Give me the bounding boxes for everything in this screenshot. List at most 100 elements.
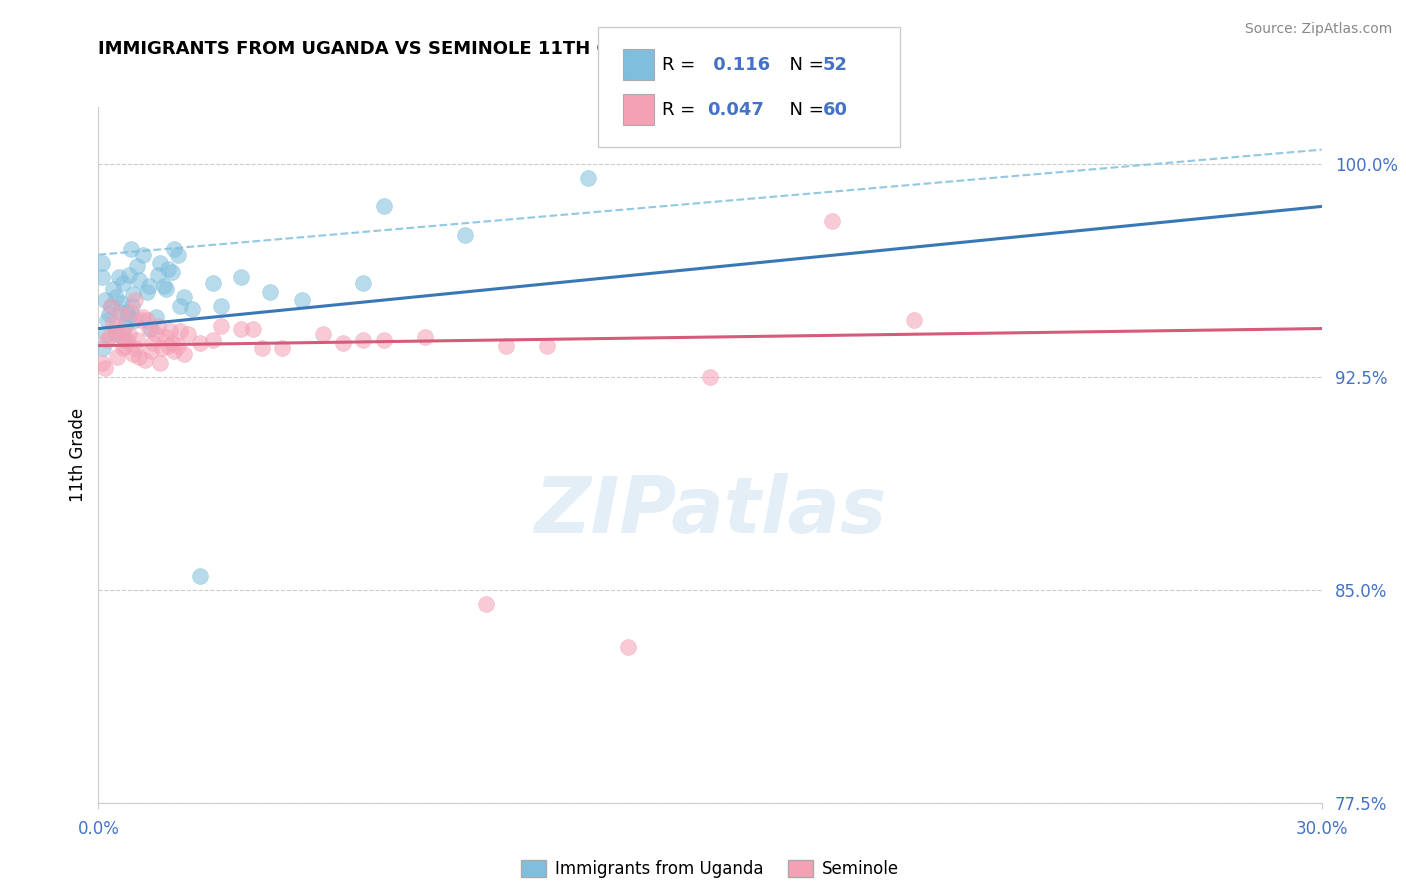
- Point: [149, 356, 172, 370]
- Point: [142, 335, 165, 350]
- Point: [699, 369, 721, 384]
- Point: [160, 265, 183, 279]
- Point: [188, 568, 212, 582]
- Point: [163, 344, 186, 359]
- Text: 30.0%: 30.0%: [1295, 820, 1348, 838]
- Point: [124, 293, 146, 307]
- Point: [97, 330, 120, 344]
- Point: [115, 304, 138, 318]
- Point: [100, 299, 122, 313]
- Point: [136, 285, 159, 299]
- Point: [821, 213, 844, 227]
- Point: [121, 299, 143, 313]
- Point: [373, 199, 395, 213]
- Text: 0.116: 0.116: [707, 56, 770, 74]
- Point: [495, 338, 517, 352]
- Point: [242, 321, 264, 335]
- Point: [160, 335, 183, 350]
- Point: [101, 282, 124, 296]
- Point: [100, 299, 122, 313]
- Point: [120, 304, 142, 318]
- Point: [150, 342, 173, 356]
- Point: [167, 248, 190, 262]
- Y-axis label: 11th Grade: 11th Grade: [69, 408, 87, 502]
- Point: [132, 248, 155, 262]
- Point: [576, 171, 599, 186]
- Point: [127, 333, 149, 347]
- Point: [159, 325, 181, 339]
- Point: [156, 261, 179, 276]
- Text: 52: 52: [823, 56, 848, 74]
- Point: [94, 327, 117, 342]
- Point: [270, 342, 294, 356]
- Point: [163, 242, 186, 256]
- Point: [188, 335, 212, 350]
- Point: [536, 338, 558, 352]
- Point: [474, 597, 498, 611]
- Point: [134, 352, 156, 367]
- Point: [617, 640, 640, 654]
- Point: [259, 285, 281, 299]
- Point: [111, 276, 134, 290]
- Point: [136, 313, 159, 327]
- Point: [111, 342, 134, 356]
- Point: [91, 342, 114, 356]
- Text: N =: N =: [778, 101, 830, 119]
- Point: [105, 350, 128, 364]
- Point: [312, 327, 335, 342]
- Point: [108, 270, 131, 285]
- Point: [250, 342, 273, 356]
- Point: [132, 310, 155, 325]
- Point: [104, 327, 127, 342]
- Point: [167, 338, 190, 352]
- Point: [124, 342, 146, 356]
- Text: 60: 60: [823, 101, 848, 119]
- Point: [97, 307, 120, 321]
- Point: [146, 268, 169, 282]
- Point: [111, 325, 134, 339]
- Point: [93, 293, 115, 307]
- Point: [90, 270, 112, 285]
- Point: [291, 293, 314, 307]
- Point: [115, 333, 138, 347]
- Point: [127, 259, 149, 273]
- Point: [138, 321, 160, 335]
- Point: [114, 338, 136, 352]
- Text: Source: ZipAtlas.com: Source: ZipAtlas.com: [1244, 22, 1392, 37]
- Point: [145, 327, 167, 342]
- Text: R =: R =: [662, 101, 702, 119]
- Point: [169, 325, 191, 339]
- Point: [155, 282, 177, 296]
- Point: [201, 333, 224, 347]
- Point: [112, 333, 135, 347]
- Point: [120, 242, 142, 256]
- Point: [124, 313, 146, 327]
- Point: [91, 256, 114, 270]
- Point: [173, 347, 195, 361]
- Point: [110, 296, 132, 310]
- Point: [96, 313, 118, 327]
- Point: [145, 310, 167, 325]
- Point: [118, 268, 141, 282]
- Point: [129, 313, 152, 327]
- Text: ZIPatlas: ZIPatlas: [534, 473, 886, 549]
- Point: [201, 276, 224, 290]
- Point: [146, 318, 169, 333]
- Point: [181, 301, 204, 316]
- Point: [149, 256, 172, 270]
- Text: 0.047: 0.047: [707, 101, 763, 119]
- Point: [128, 273, 150, 287]
- Point: [413, 330, 436, 344]
- Point: [93, 361, 115, 376]
- Legend: Immigrants from Uganda, Seminole: Immigrants from Uganda, Seminole: [515, 854, 905, 885]
- Point: [209, 318, 232, 333]
- Point: [114, 318, 136, 333]
- Point: [352, 276, 374, 290]
- Point: [104, 290, 127, 304]
- Point: [117, 310, 139, 325]
- Point: [101, 316, 124, 330]
- Text: N =: N =: [778, 56, 830, 74]
- Point: [173, 290, 195, 304]
- Point: [104, 321, 127, 335]
- Text: 0.0%: 0.0%: [77, 820, 120, 838]
